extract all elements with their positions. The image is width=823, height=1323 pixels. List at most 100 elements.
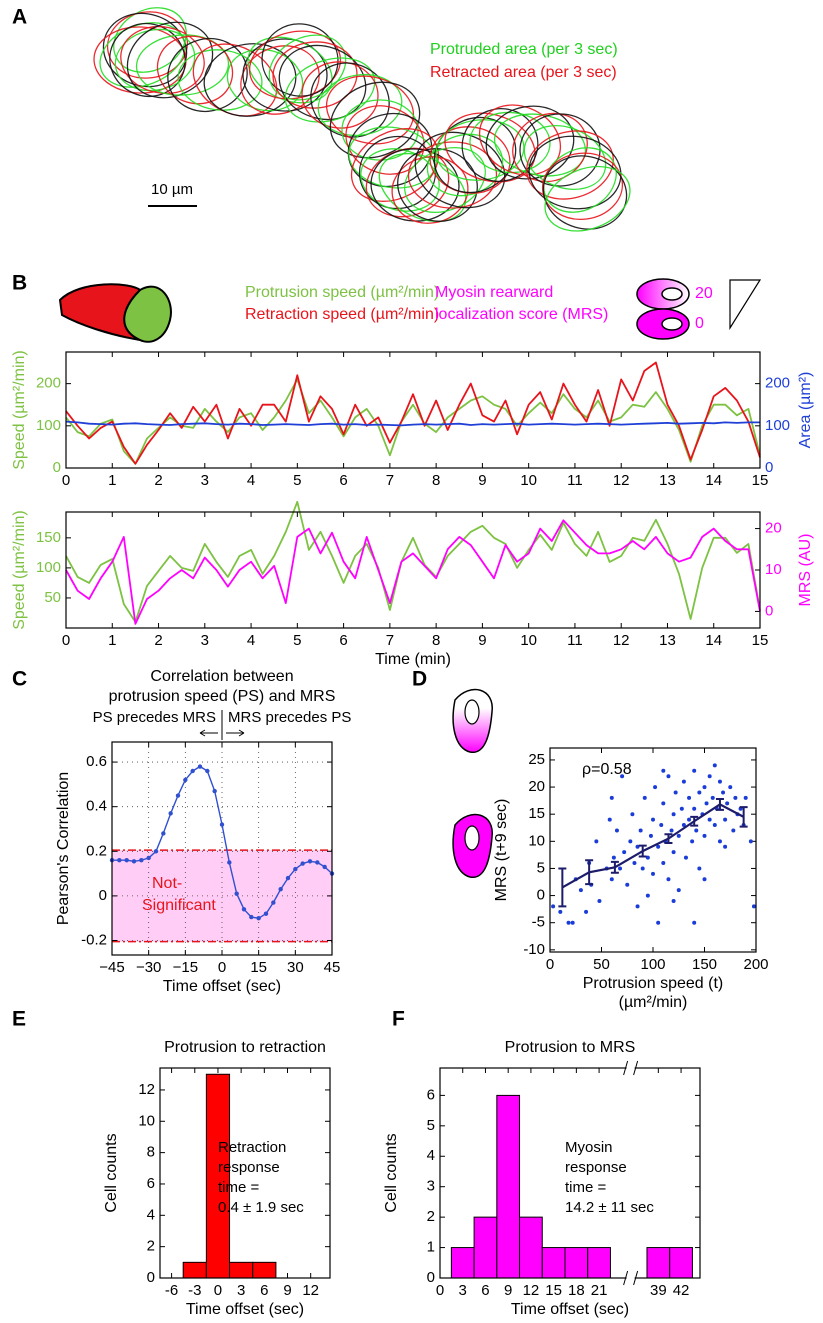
y-tick-label: -5: [532, 914, 545, 931]
point: [183, 777, 188, 783]
y-tick-label: 0.2: [86, 842, 107, 859]
point: [710, 795, 715, 800]
nucleus-icon: [464, 825, 480, 851]
point: [653, 785, 658, 790]
point: [645, 893, 650, 898]
point: [249, 914, 254, 920]
point: [661, 768, 666, 773]
chart-title: Protrusion to retraction: [164, 1039, 326, 1056]
x-tick-label: 1: [108, 472, 116, 489]
chart: 0 1 2 3 4 5 6 7 8 9 10 11 12 13 14 155010015001020Speed…: [11, 500, 814, 668]
x-tick-label: 10: [520, 472, 537, 489]
point: [673, 790, 678, 795]
y-tick-label: 0: [537, 887, 545, 904]
y2-tick-label: 100: [765, 417, 790, 434]
point: [611, 855, 616, 860]
point: [666, 877, 671, 882]
x-tick-label: 18: [568, 1282, 585, 1299]
cell-outline: [360, 148, 440, 212]
y-tick-label: 100: [36, 417, 61, 434]
y-tick-label: 25: [528, 751, 545, 768]
point: [566, 920, 571, 925]
point: [124, 858, 129, 863]
y-tick-label: 12: [138, 1081, 155, 1098]
series-line: [65, 500, 761, 623]
x-tick-label: −15: [173, 959, 198, 976]
point: [651, 817, 655, 822]
point: [620, 774, 625, 779]
annotation: 0.4 ± 1.9 sec: [218, 1199, 304, 1216]
y2-axis-label: Area (µm²): [797, 372, 814, 449]
legend-protruded: Protruded area (per 3 sec): [430, 41, 618, 58]
point: [702, 877, 707, 882]
annotation: time =: [565, 1179, 607, 1196]
plot-frame: [439, 1067, 701, 1279]
point: [681, 779, 686, 784]
y-axis-label: Speed (µm²/min): [11, 510, 28, 629]
point: [679, 806, 684, 811]
point: [594, 839, 599, 844]
x-tick-label: 11: [567, 632, 583, 649]
y2-axis-label: MRS (AU): [797, 534, 814, 607]
x-axis-label: Time offset (sec): [511, 1301, 629, 1318]
point: [609, 877, 614, 882]
legend-protrusion: Protrusion speed (µm²/min): [245, 284, 439, 301]
x-tick-label: 6: [339, 632, 347, 649]
cell-outline: [310, 62, 390, 138]
y-tick-label: 0: [53, 459, 61, 476]
point: [234, 891, 239, 896]
x-tick-label: 6: [260, 1282, 268, 1299]
bar: [229, 1261, 254, 1279]
point: [725, 801, 730, 806]
x-tick-label: 9: [478, 472, 486, 489]
cell-outline: [544, 165, 631, 232]
point: [256, 915, 261, 921]
point: [717, 779, 722, 784]
cell-outline: [350, 128, 440, 202]
annotation: time =: [218, 1179, 260, 1196]
y-tick-label: 20: [528, 778, 545, 795]
point: [570, 920, 575, 925]
x-tick-label: 12: [613, 632, 630, 649]
x-tick-label: 0: [546, 956, 554, 973]
annotation: PS precedes MRS: [93, 709, 216, 726]
point: [175, 793, 181, 798]
point: [743, 795, 748, 800]
x-tick-label: 0: [218, 959, 226, 976]
bar: [496, 1094, 521, 1279]
point: [205, 768, 210, 774]
point: [139, 858, 144, 863]
error-bar: [690, 815, 699, 827]
cell-outline: [325, 75, 415, 145]
x-tick-label: −45: [99, 959, 124, 976]
chart: 0 1 2 3 4 5 6 7 8 9 10 11 12 13 14 1501002000100200Spee…: [11, 350, 814, 489]
mean-line: [561, 803, 745, 889]
x-tick-label: 50: [593, 956, 610, 973]
point: [728, 785, 733, 790]
point: [702, 785, 707, 790]
point: [651, 871, 655, 876]
point: [278, 887, 283, 892]
point: [558, 909, 563, 914]
y-tick-label: 10: [138, 1112, 155, 1129]
cell-icon-protrusion: [123, 285, 172, 343]
point: [630, 812, 635, 817]
bar: [541, 1247, 566, 1279]
x-tick-label: 0: [62, 632, 70, 649]
point: [697, 866, 702, 871]
point: [632, 861, 637, 866]
point: [676, 833, 681, 838]
y-axis-label: Pearson's Correlation: [55, 772, 72, 925]
point: [692, 806, 697, 811]
point: [551, 904, 556, 909]
y-tick-label: 150: [36, 529, 61, 546]
panel-label: F: [392, 1008, 405, 1031]
x-tick-label: −30: [136, 959, 161, 976]
cell-trace: [93, 7, 631, 232]
x-tick-label: 12: [523, 1282, 540, 1299]
cell-outline: [203, 43, 297, 117]
legend-retraction: Retraction speed (µm²/min): [245, 306, 439, 323]
x-axis-label: Time offset (sec): [186, 1301, 304, 1318]
